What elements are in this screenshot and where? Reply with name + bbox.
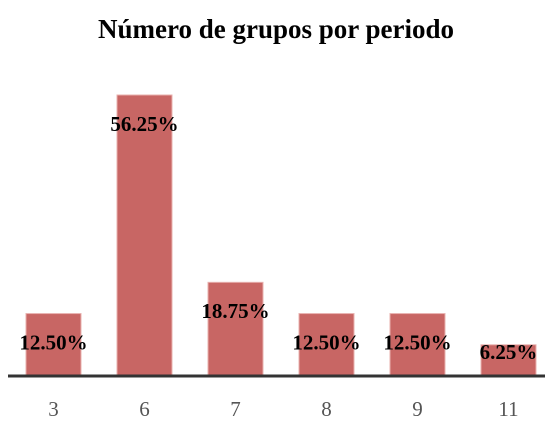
value-label: 6.25%: [480, 340, 538, 364]
x-tick-label: 11: [498, 397, 518, 421]
bar: [207, 281, 264, 377]
chart-title: Número de grupos por periodo: [98, 14, 454, 44]
value-label: 12.50%: [383, 330, 451, 354]
bar: [25, 313, 82, 377]
x-tick-label: 9: [412, 397, 423, 421]
x-tick-label: 7: [230, 397, 241, 421]
value-label: 12.50%: [19, 330, 87, 354]
value-label: 12.50%: [292, 330, 360, 354]
bar: [116, 94, 173, 377]
x-tick-label: 3: [48, 397, 59, 421]
bar: [480, 344, 537, 377]
x-tick-label: 6: [139, 397, 150, 421]
value-label: 56.25%: [110, 112, 178, 136]
bar: [389, 313, 446, 377]
x-tick-label: 8: [321, 397, 332, 421]
bar: [298, 313, 355, 377]
value-label: 18.75%: [201, 299, 269, 323]
